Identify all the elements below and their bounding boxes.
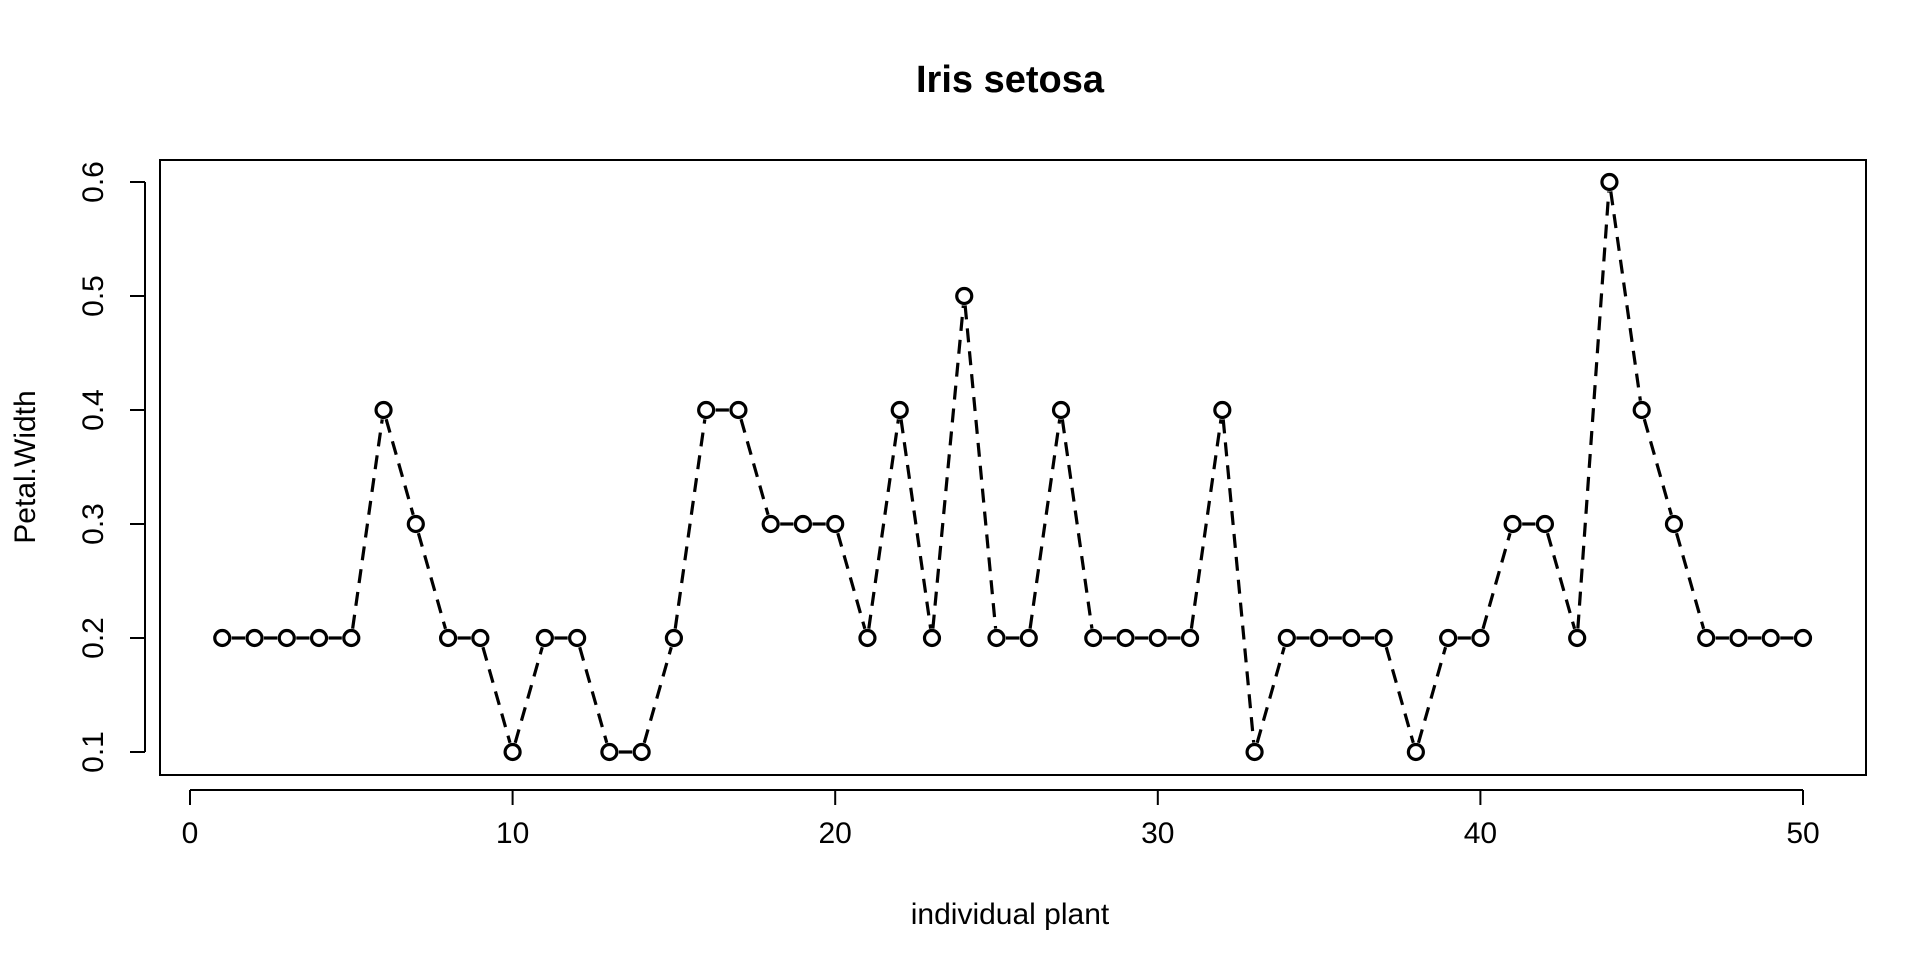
series-segment	[1255, 646, 1286, 744]
data-point	[761, 514, 780, 534]
series-segment	[1060, 419, 1094, 629]
data-point	[664, 628, 684, 648]
data-point	[1213, 400, 1232, 420]
data-point	[632, 742, 651, 762]
series-segment	[416, 532, 448, 630]
y-axis-label: Petal.Width	[9, 390, 42, 543]
series-segment	[1384, 646, 1415, 744]
series-segment	[1609, 191, 1642, 401]
series-segment	[384, 418, 415, 516]
series-segment	[739, 418, 770, 516]
data-point	[1051, 400, 1071, 420]
x-tick-label: 10	[496, 817, 529, 850]
data-point	[1406, 742, 1425, 762]
series-segment	[899, 419, 933, 629]
data-point	[1632, 400, 1651, 420]
series-segment	[481, 646, 512, 744]
data-point	[471, 628, 490, 648]
series-segment	[836, 532, 867, 630]
data-point	[1374, 628, 1393, 648]
data-point	[987, 628, 1006, 648]
data-point	[1084, 628, 1103, 648]
series-segment	[578, 646, 609, 744]
data-point	[1697, 628, 1716, 648]
series-segment	[1576, 191, 1611, 629]
data-point	[600, 742, 619, 762]
series-segment	[1481, 532, 1512, 630]
series-segment	[1221, 419, 1256, 743]
data-point	[1471, 628, 1490, 648]
series-segment	[1675, 532, 1706, 630]
data-point	[1245, 742, 1264, 762]
data-point	[568, 628, 587, 648]
data-point	[922, 628, 942, 648]
series-segment	[963, 305, 998, 629]
series-segment	[1642, 418, 1673, 516]
series-segment	[513, 646, 544, 744]
series-segment	[931, 305, 965, 629]
data-point	[697, 400, 716, 420]
y-tick-label: 0.4	[77, 389, 110, 431]
data-point	[213, 628, 232, 648]
data-point	[1116, 628, 1135, 648]
y-tick-label: 0.3	[77, 503, 110, 545]
data-point	[1309, 628, 1329, 648]
data-point	[535, 628, 554, 648]
x-axis-label: individual plant	[911, 898, 1110, 931]
data-point	[1600, 172, 1619, 192]
data-point	[826, 514, 845, 534]
data-point	[1277, 628, 1296, 648]
x-tick-label: 40	[1464, 817, 1497, 850]
y-tick-label: 0.6	[77, 161, 110, 203]
series-segment	[1545, 532, 1577, 630]
data-point	[1664, 514, 1684, 534]
series-segment	[1416, 646, 1448, 744]
data-point	[1180, 628, 1200, 648]
x-tick-label: 0	[182, 817, 199, 850]
data-point	[1761, 628, 1780, 648]
data-point	[793, 514, 813, 534]
series-segment	[867, 419, 900, 629]
x-tick-label: 20	[819, 817, 852, 850]
y-tick-label: 0.2	[77, 617, 110, 659]
data-point	[1439, 628, 1458, 648]
data-point	[955, 286, 974, 306]
data-point	[406, 514, 425, 534]
data-point	[729, 400, 748, 420]
series-segment	[642, 646, 673, 744]
y-tick-label: 0.1	[77, 731, 110, 773]
series-segment	[1189, 419, 1223, 629]
x-tick-label: 30	[1141, 817, 1174, 850]
plot-area-frame	[159, 159, 1867, 776]
data-point	[277, 628, 296, 648]
data-point	[890, 400, 909, 420]
chart-title: Iris setosa	[916, 59, 1105, 101]
series-petal-width	[213, 172, 1813, 762]
data-point	[309, 628, 329, 648]
data-point	[1342, 628, 1361, 648]
series-segment	[673, 419, 707, 629]
x-tick-label: 50	[1786, 817, 1819, 850]
data-point	[245, 628, 264, 648]
data-point	[503, 742, 522, 762]
series-segment	[1028, 419, 1062, 629]
data-point	[1729, 628, 1748, 648]
x-axis: 0 10 20 30 40 50	[182, 789, 1820, 850]
data-point	[438, 628, 458, 648]
data-point	[374, 400, 393, 420]
data-point	[1568, 628, 1587, 648]
data-point	[1503, 514, 1522, 534]
data-point	[1793, 628, 1813, 648]
data-point	[342, 628, 361, 648]
data-point	[858, 628, 877, 648]
data-point	[1535, 514, 1555, 534]
series-segment	[351, 419, 384, 629]
data-point	[1148, 628, 1167, 648]
y-axis: 0.1 0.2 0.3 0.4 0.5 0.6	[77, 161, 146, 773]
y-tick-label: 0.5	[77, 275, 110, 317]
data-point	[1019, 628, 1038, 648]
